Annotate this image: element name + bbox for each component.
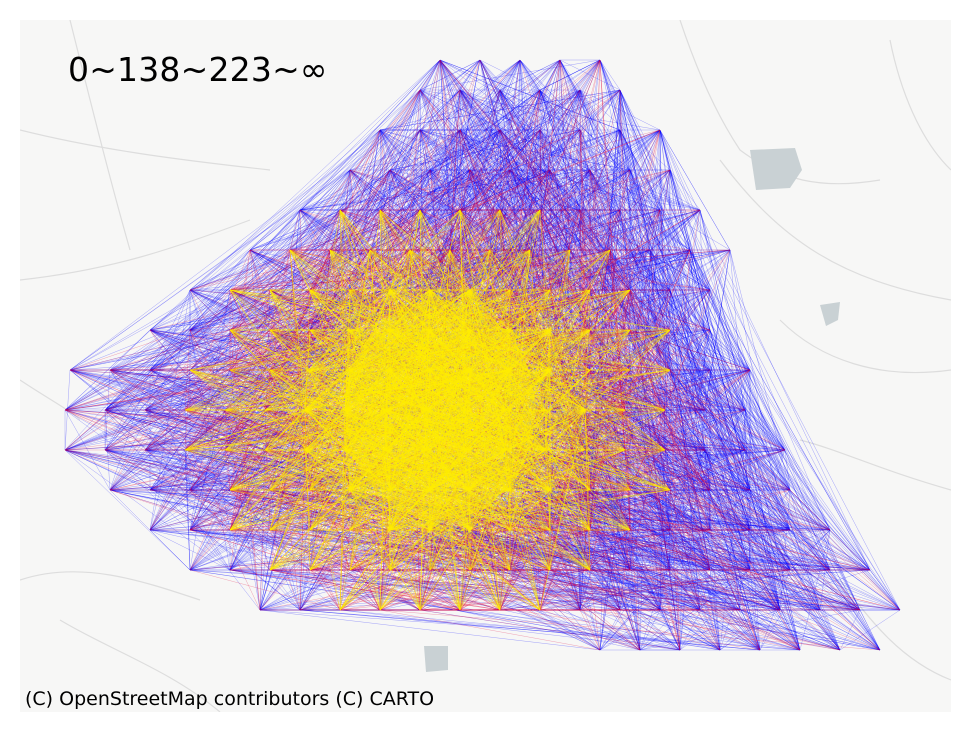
map-attribution: (C) OpenStreetMap contributors (C) CARTO: [25, 688, 435, 710]
basemap-layer: [20, 20, 951, 712]
network-map[interactable]: [20, 20, 951, 712]
lake-northeast: [750, 148, 802, 190]
water-bodies: [424, 148, 840, 672]
pond-south: [424, 646, 448, 672]
core-glow: [345, 300, 535, 520]
map-panel[interactable]: 0~138~223~∞ (C) OpenStreetMap contributo…: [20, 20, 951, 712]
trip-network-layer: [64, 59, 901, 651]
legend-label: 0~138~223~∞: [68, 50, 328, 89]
pond-east: [820, 302, 840, 326]
road-network: [20, 20, 951, 712]
basemap-background: [20, 20, 951, 712]
